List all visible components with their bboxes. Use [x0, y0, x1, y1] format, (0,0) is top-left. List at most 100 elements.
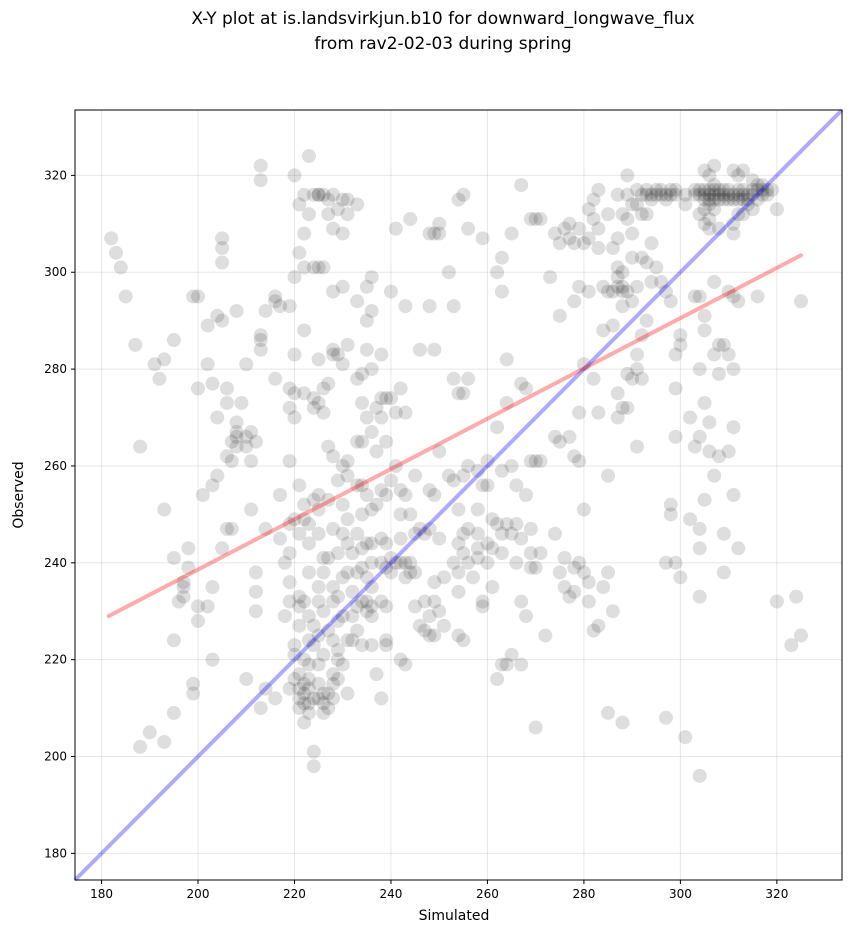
scatter-point [634, 207, 649, 222]
scatter-point [292, 589, 307, 604]
scatter-point [697, 163, 712, 178]
scatter-point [166, 705, 181, 720]
axis-ticks: 180 200 220 240 260 280 300 320 180 200 220 240 260 2… [44, 168, 788, 901]
scatter-point [326, 633, 341, 648]
scatter-point [663, 294, 678, 309]
scatter-point [301, 681, 316, 696]
scatter-point [335, 226, 350, 241]
scatter-point [287, 168, 302, 183]
scatter-point [205, 376, 220, 391]
scatter-point [330, 672, 345, 687]
x-axis-label: Simulated [419, 908, 490, 924]
scatter-point [306, 492, 321, 507]
scatter-point [287, 386, 302, 401]
scatter-point [408, 565, 423, 580]
scatter-point [383, 473, 398, 488]
scatter-point [625, 294, 640, 309]
scatter-point [547, 526, 562, 541]
scatter-point [528, 211, 543, 226]
scatter-point [364, 638, 379, 653]
scatter-point [229, 425, 244, 440]
scatter-point [316, 565, 331, 580]
scatter-point [412, 618, 427, 633]
scatter-point [205, 580, 220, 595]
scatter-point [359, 570, 374, 585]
scatter-point [572, 454, 587, 469]
scatter-point [494, 250, 509, 265]
scatter-point [692, 541, 707, 556]
scatter-point [692, 589, 707, 604]
scatter-point [557, 580, 572, 595]
scatter-point [745, 202, 760, 217]
scatter-point [374, 391, 389, 406]
scatter-point [639, 182, 654, 197]
scatter-point [268, 691, 283, 706]
scatter-point [229, 415, 244, 430]
scatter-point [273, 488, 288, 502]
scatter-point [282, 454, 297, 469]
scatter-point [311, 395, 326, 410]
scatter-point [572, 279, 587, 294]
scatter-point [369, 497, 384, 512]
scatter-point [301, 609, 316, 624]
scatter-point [567, 584, 582, 599]
scatter-point [692, 362, 707, 377]
scatter-point [268, 289, 283, 304]
scatter-point [620, 187, 635, 202]
scatter-point [311, 526, 326, 541]
scatter-point [388, 221, 403, 236]
scatter-point [726, 420, 741, 435]
scatter-point [721, 182, 736, 197]
scatter-point [239, 672, 254, 687]
scatter-point [427, 575, 442, 590]
scatter-point [591, 221, 606, 236]
scatter-point [374, 483, 389, 498]
scatter-point [345, 546, 360, 561]
scatter-point [716, 192, 731, 207]
scatter-point [258, 681, 273, 696]
scatter-point [326, 284, 341, 299]
scatter-point [726, 362, 741, 377]
scatter-point [731, 541, 746, 556]
scatter-point [374, 594, 389, 609]
scatter-point [316, 187, 331, 202]
scatter-point [678, 197, 693, 212]
scatter-point [427, 226, 442, 241]
scatter-point [369, 444, 384, 459]
scatter-point [547, 226, 562, 241]
y-tick-label: 300 [44, 265, 67, 279]
scatter-point [678, 730, 693, 745]
scatter-point [668, 182, 683, 197]
scatter-point [113, 260, 128, 275]
scatter-point [412, 521, 427, 536]
scatter-point [716, 182, 731, 197]
scatter-point [629, 347, 644, 362]
scatter-point [326, 691, 341, 706]
scatter-point [678, 187, 693, 202]
scatter-point [340, 337, 355, 352]
scatter-point [504, 647, 519, 662]
scatter-point [311, 187, 326, 202]
scatter-point [374, 347, 389, 362]
scatter-point [210, 308, 225, 323]
scatter-point [330, 473, 345, 488]
scatter-point [157, 502, 172, 517]
scatter-point [721, 347, 736, 362]
scatter-point [393, 531, 408, 546]
scatter-point [533, 211, 548, 226]
scatter-point [750, 178, 765, 193]
scatter-point [374, 555, 389, 570]
scatter-point [760, 187, 775, 202]
scatter-point [287, 672, 302, 687]
scatter-point [345, 584, 360, 599]
scatter-point [687, 289, 702, 304]
scatter-point [186, 686, 201, 701]
scatter-point [364, 425, 379, 440]
scatter-point [793, 294, 808, 309]
scatter-point [451, 386, 466, 401]
scatter-point [721, 187, 736, 202]
scatter-point [494, 546, 509, 561]
scatter-point [490, 420, 505, 435]
scatter-point [610, 386, 625, 401]
scatter-point [668, 555, 683, 570]
